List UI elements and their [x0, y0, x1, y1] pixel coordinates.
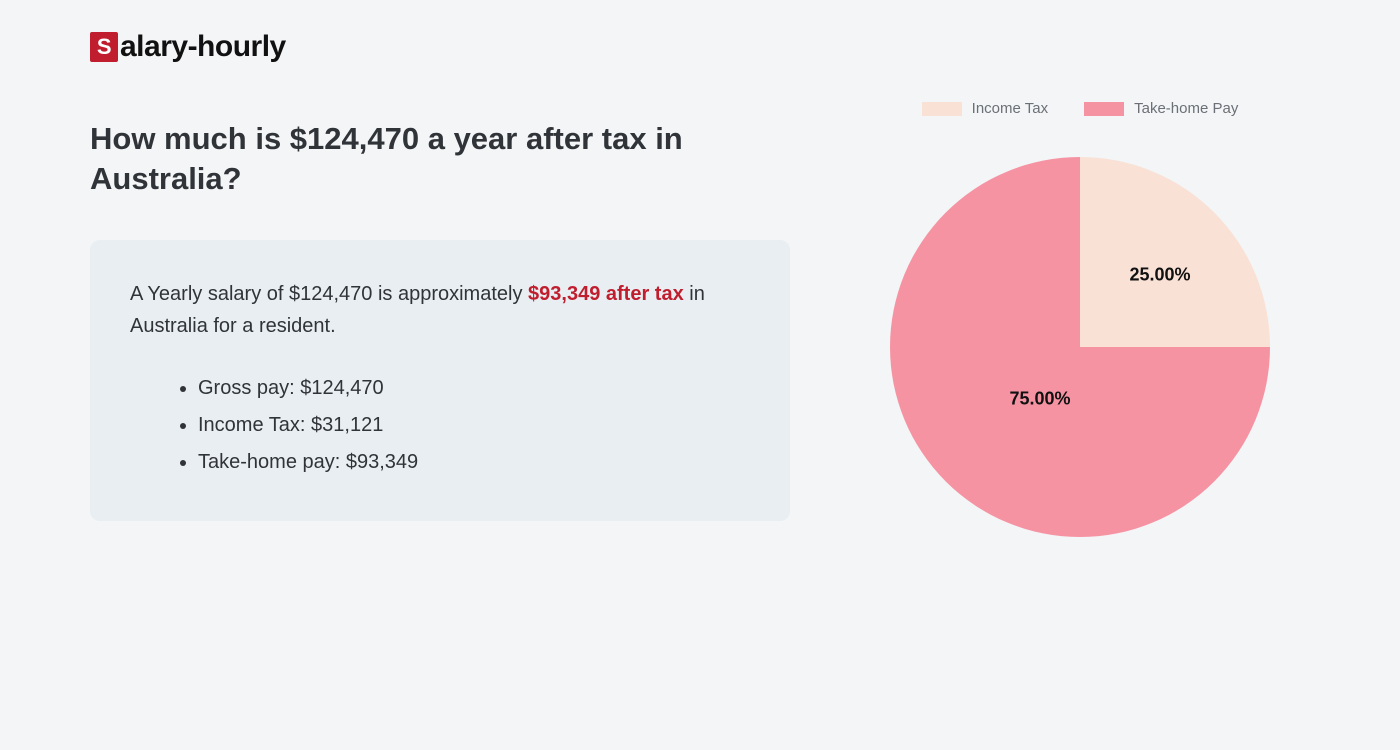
page-root: S alary-hourly How much is $124,470 a ye… — [0, 0, 1400, 750]
summary-pre: A Yearly salary of $124,470 is approxima… — [130, 283, 528, 305]
right-column: Income Tax Take-home Pay 25.00% 75.00% — [850, 30, 1310, 720]
pie-label-take-home: 75.00% — [1009, 389, 1070, 410]
legend-item-take-home: Take-home Pay — [1084, 100, 1238, 117]
summary-highlight: $93,349 after tax — [528, 283, 684, 305]
site-logo: S alary-hourly — [90, 30, 790, 64]
pie-chart: 25.00% 75.00% — [880, 147, 1280, 547]
page-title: How much is $124,470 a year after tax in… — [90, 119, 790, 200]
summary-bullets: Gross pay: $124,470 Income Tax: $31,121 … — [130, 370, 750, 481]
pie-label-income-tax: 25.00% — [1129, 265, 1190, 286]
legend-swatch-take-home — [1084, 102, 1124, 116]
chart-legend: Income Tax Take-home Pay — [922, 100, 1239, 117]
summary-card: A Yearly salary of $124,470 is approxima… — [90, 240, 790, 521]
legend-label-income-tax: Income Tax — [972, 100, 1048, 117]
left-column: S alary-hourly How much is $124,470 a ye… — [90, 30, 850, 720]
bullet-tax: Income Tax: $31,121 — [198, 407, 750, 444]
legend-label-take-home: Take-home Pay — [1134, 100, 1238, 117]
logo-badge: S — [90, 32, 118, 62]
legend-swatch-income-tax — [922, 102, 962, 116]
bullet-gross: Gross pay: $124,470 — [198, 370, 750, 407]
legend-item-income-tax: Income Tax — [922, 100, 1048, 117]
pie-svg — [880, 147, 1280, 547]
summary-text: A Yearly salary of $124,470 is approxima… — [130, 278, 750, 342]
logo-text: alary-hourly — [120, 30, 286, 64]
bullet-takehome: Take-home pay: $93,349 — [198, 444, 750, 481]
